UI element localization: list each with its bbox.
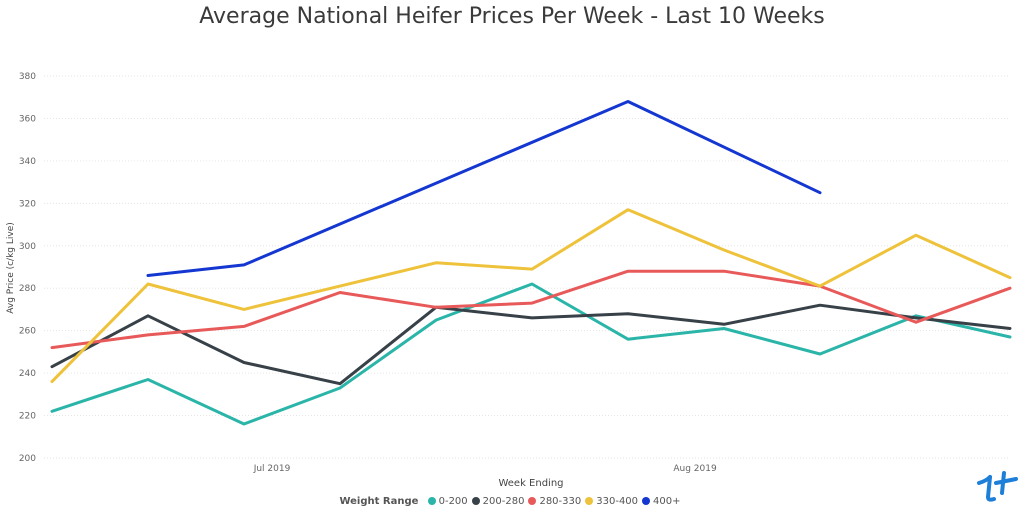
y-tick-label: 320 <box>19 199 36 209</box>
legend-marker <box>471 497 480 505</box>
brand-logo-icon <box>977 471 1018 502</box>
y-tick-label: 260 <box>19 327 36 337</box>
legend-item[interactable]: 0-200 <box>427 496 468 507</box>
x-axis-label: Week Ending <box>498 478 563 489</box>
legend-marker <box>528 497 537 505</box>
legend-item[interactable]: 280-330 <box>528 496 581 507</box>
legend-label: 400+ <box>653 496 681 507</box>
x-tick-labels: Jul 2019 Aug 2019 <box>253 464 717 474</box>
y-tick-label: 220 <box>19 412 36 422</box>
legend-item[interactable]: 400+ <box>642 496 681 507</box>
legend-item[interactable]: 200-280 <box>471 496 525 507</box>
series-line-330-400 <box>50 208 1012 384</box>
legend-label: 280-330 <box>539 496 582 507</box>
series-line-200-280 <box>50 303 1012 386</box>
y-tick-label: 280 <box>19 284 36 294</box>
y-tick-label: 300 <box>19 242 36 252</box>
series-line-0-200 <box>50 282 1012 426</box>
chart-title: Average National Heifer Prices Per Week … <box>199 4 825 29</box>
y-tick-label: 200 <box>19 454 36 464</box>
y-tick-label: 380 <box>19 72 36 82</box>
legend-marker <box>427 497 436 505</box>
y-tick-label: 340 <box>19 157 36 167</box>
legend-title: Weight Range <box>339 496 419 507</box>
series-line-280-330 <box>50 269 1012 350</box>
legend-label: 0-200 <box>438 496 468 507</box>
legend-item[interactable]: 330-400 <box>585 496 638 507</box>
legend-label: 200-280 <box>482 496 525 507</box>
x-tick-label: Aug 2019 <box>673 464 717 474</box>
gridlines <box>44 75 1010 459</box>
y-tick-labels: 200 220 240 260 280 300 320 340 360 380 <box>19 72 36 464</box>
x-tick-label: Jul 2019 <box>253 464 291 474</box>
series-line-400+ <box>146 100 822 277</box>
legend-marker <box>585 497 594 505</box>
legend: Weight Range 0-200 200-280 280-330 330-400 4… <box>0 496 1024 507</box>
y-axis-label: Avg Price (c/kg Live) <box>6 222 16 314</box>
legend-marker <box>642 497 651 505</box>
legend-label: 330-400 <box>596 496 639 507</box>
y-tick-label: 240 <box>19 369 36 379</box>
y-tick-label: 360 <box>19 114 36 124</box>
series-lines <box>50 100 1012 426</box>
